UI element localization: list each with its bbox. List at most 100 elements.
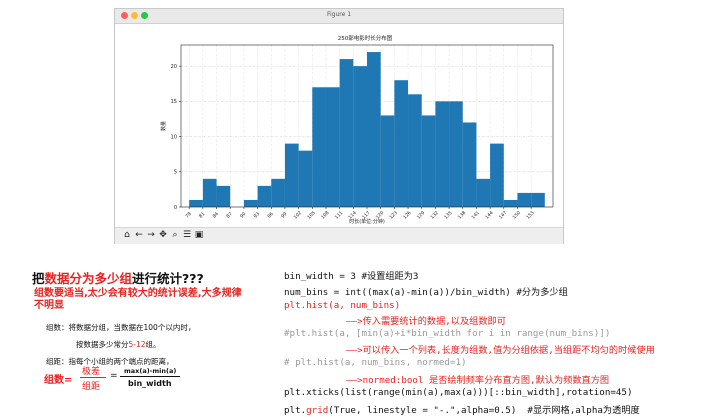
x-tick-label: 123 <box>388 210 398 220</box>
x-tick-label: 117 <box>361 210 371 220</box>
x-tick-label: 81 <box>198 211 206 219</box>
heading-part-b: 进行统计??? <box>132 271 204 286</box>
code-note-3: ——>normed:bool 是否绘制频率分布直方图,默认为频数直方图 <box>346 375 610 386</box>
code-line-9: plt.xticks(list(range(min(a),max(a)))[::… <box>284 387 633 398</box>
histogram-bar <box>243 199 258 207</box>
code-note-1: ——>传入需要统计的数据,以及组数即可 <box>346 316 506 327</box>
x-tick-label: 78 <box>184 211 192 219</box>
x-tick-label: 138 <box>457 210 467 220</box>
histogram-bar <box>271 178 285 207</box>
histogram-bar <box>353 66 367 207</box>
x-tick-label: 126 <box>402 210 412 220</box>
x-tick-label: 87 <box>225 211 233 219</box>
histogram-bar <box>298 150 313 207</box>
x-tick-label: 102 <box>293 210 303 220</box>
formula-equals: = <box>110 371 118 381</box>
y-tick-label: 15 <box>171 99 177 105</box>
histogram-bar <box>380 115 395 207</box>
x-tick-label: 96 <box>266 211 274 219</box>
x-tick-label: 120 <box>375 210 385 220</box>
x-tick-label: 114 <box>347 210 357 220</box>
code-line-10-b: (True, linestyle = "-.",alpha=0.5) #显示网格… <box>328 405 640 416</box>
histogram-bar <box>421 115 436 207</box>
x-tick-label: 153 <box>525 210 535 220</box>
x-tick-label: 108 <box>320 210 330 220</box>
forward-icon[interactable]: → <box>147 230 155 240</box>
code-line-10: plt.grid(True, linestyle = "-.",alpha=0.… <box>284 402 640 416</box>
save-icon[interactable]: ▣ <box>194 230 204 240</box>
plot-area: 250部电影时长分布图 数量 时长(单位:分钟) 0 5 10 15 20 78 81 84… <box>115 24 563 227</box>
histogram-bar <box>531 192 545 207</box>
note-line-1: 组数：将数据分组，当数据在100个以内时， <box>46 323 196 332</box>
code-line-7: # plt.hist(a, num_bins, normed=1) <box>284 357 467 368</box>
code-note-2: ——>可以传入一个列表,长度为组数,值为分组依据,当组距不均匀的时候使用 <box>346 345 655 356</box>
code-line-5: #plt.hist(a, [min(a)+i*bin_width for i i… <box>284 328 611 339</box>
histogram-bar <box>312 87 326 207</box>
heading: 把数据分为多少组进行统计??? <box>32 268 204 287</box>
histogram-bar <box>216 185 231 207</box>
note-line-2-a: 按数据多少常分 <box>76 340 129 349</box>
note-line-2: 按数据多少常分5-12组。 <box>76 339 161 350</box>
code-line-2: num_bins = int((max(a)-min(a))/bin_width… <box>284 287 568 298</box>
note-line-2-hl: 5-12 <box>128 340 146 349</box>
x-tick-label: 84 <box>212 211 220 219</box>
subtitle-note: 组数要适当,太少会有较大的统计误差,大多规律不明显 <box>34 288 242 311</box>
figure-window: Figure 1 250部电影时长分布图 数量 时长(单位:分钟) 0 5 10 15… <box>114 8 564 244</box>
code-line-10-hl: grid <box>306 405 329 416</box>
formula-denominator-2: bin_width <box>128 379 172 388</box>
x-axis-label: 时长(单位:分钟) <box>349 218 385 225</box>
maximize-window-button[interactable] <box>141 12 148 19</box>
pan-icon[interactable]: ✥ <box>159 230 167 240</box>
histogram-bar <box>189 199 203 207</box>
histogram-bar <box>408 94 422 207</box>
window-title: Figure 1 <box>326 11 352 18</box>
x-tick-label: 150 <box>512 210 522 220</box>
x-tick-label: 105 <box>306 210 316 220</box>
y-tick-label: 20 <box>171 64 177 70</box>
histogram-chart: 250部电影时长分布图 数量 时长(单位:分钟) 0 5 10 15 20 78 81 84… <box>160 34 554 225</box>
home-icon[interactable]: ⌂ <box>124 230 130 240</box>
minimize-window-button[interactable] <box>131 12 138 19</box>
x-tick-label: 141 <box>470 210 480 220</box>
y-axis-label: 数量 <box>160 121 167 131</box>
x-tick-label: 93 <box>253 211 261 219</box>
back-icon[interactable]: ← <box>135 230 143 240</box>
histogram-bar <box>367 52 381 207</box>
x-tick-label: 99 <box>280 211 288 219</box>
histogram-bar <box>202 178 217 207</box>
histogram-bar <box>325 87 340 207</box>
close-window-button[interactable] <box>121 12 128 19</box>
note-line-2-b: 组。 <box>145 340 161 349</box>
x-tick-label: 111 <box>334 210 344 220</box>
histogram-bar <box>476 178 491 207</box>
code-line-1: bin_width = 3 #设置组距为3 <box>284 271 419 282</box>
formula-numerator: 极差 <box>82 367 101 377</box>
x-tick-label: 144 <box>484 210 494 220</box>
histogram-bar <box>503 199 518 207</box>
note-line-3: 组距：指每个小组的两个端点的距离， <box>46 357 174 366</box>
heading-highlight: 数据分为多少组 <box>44 271 133 286</box>
window-titlebar: Figure 1 <box>115 9 563 24</box>
formula-fraction-bar <box>80 377 106 378</box>
y-tick-label: 10 <box>171 134 177 140</box>
formula-fraction-bar-2 <box>120 376 180 377</box>
zoom-icon[interactable]: ⌕ <box>172 230 178 240</box>
code-line-3: plt.hist(a, num_bins) <box>284 300 401 311</box>
histogram-bar <box>257 185 272 207</box>
formula-numerator-2: max(a)-min(a) <box>124 367 177 375</box>
code-line-10-a: plt. <box>284 405 307 416</box>
heading-part-a: 把 <box>32 271 45 286</box>
x-tick-label: 132 <box>429 210 439 220</box>
histogram-bar <box>435 101 450 207</box>
histogram-bar <box>449 101 463 207</box>
histogram-bar <box>517 192 532 207</box>
x-tick-label: 135 <box>443 210 453 220</box>
figure-toolbar: ⌂ ← → ✥ ⌕ ☰ ▣ <box>115 227 563 244</box>
formula-lhs: 组数= <box>44 375 73 386</box>
histogram-bar <box>462 122 477 207</box>
x-tick-label: 90 <box>239 211 247 219</box>
y-tick-label: 5 <box>174 170 177 176</box>
configure-icon[interactable]: ☰ <box>182 230 192 240</box>
x-tick-label: 147 <box>498 210 508 220</box>
y-tick-label: 0 <box>174 205 177 211</box>
